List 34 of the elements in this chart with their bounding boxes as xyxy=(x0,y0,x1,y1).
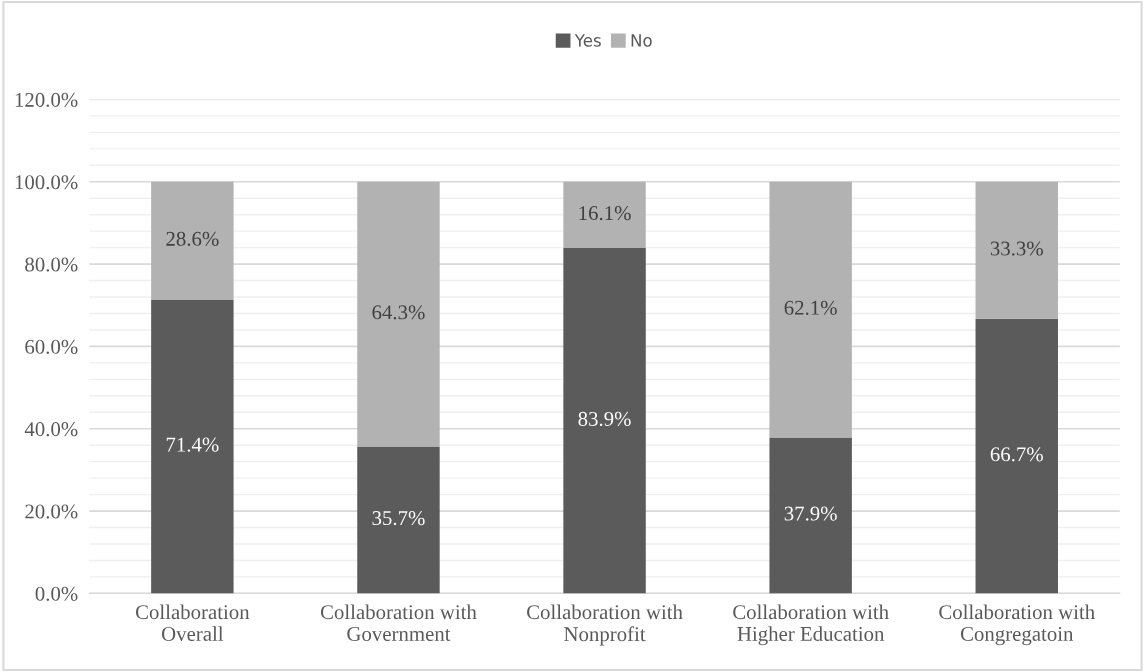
legend-label: No xyxy=(631,34,652,47)
x-tick-label: Collaboration with Congregatoin xyxy=(939,604,1095,646)
data-label: 35.7% xyxy=(372,511,425,526)
bar xyxy=(357,446,440,594)
x-tick-label: Collaboration with Higher Education xyxy=(733,604,889,646)
y-tick-label: 40.0% xyxy=(24,422,78,437)
data-label: 37.9% xyxy=(784,506,837,521)
bar xyxy=(357,181,440,447)
bar xyxy=(975,318,1058,594)
data-label: 28.6% xyxy=(166,231,219,246)
y-tick-label: 100.0% xyxy=(15,175,78,190)
x-tick-label: Collaboration Overall xyxy=(135,604,250,641)
bar xyxy=(563,181,646,249)
data-label: 83.9% xyxy=(578,411,631,427)
data-label: 66.7% xyxy=(990,447,1043,462)
y-tick-label: 80.0% xyxy=(25,257,78,272)
legend-label: Yes xyxy=(574,34,601,47)
bar xyxy=(769,181,852,438)
bar xyxy=(769,437,852,594)
y-tick-label: 60.0% xyxy=(25,339,78,354)
data-label: 71.4% xyxy=(166,437,219,452)
data-label: 16.1% xyxy=(579,206,631,221)
data-label: 62.1% xyxy=(784,300,837,315)
bar xyxy=(563,248,646,594)
x-tick-label: Collaboration with Nonprofit xyxy=(527,604,683,646)
bar xyxy=(151,299,234,594)
y-tick-label: 0.0% xyxy=(35,586,78,601)
data-label: 33.3% xyxy=(990,241,1043,256)
bar xyxy=(975,181,1058,319)
y-tick-label: 120.0% xyxy=(15,92,78,107)
bar xyxy=(151,181,234,300)
x-tick-label: Collaboration with Government xyxy=(320,604,477,641)
data-label: 64.3% xyxy=(372,305,425,320)
y-tick-label: 20.0% xyxy=(25,504,78,519)
